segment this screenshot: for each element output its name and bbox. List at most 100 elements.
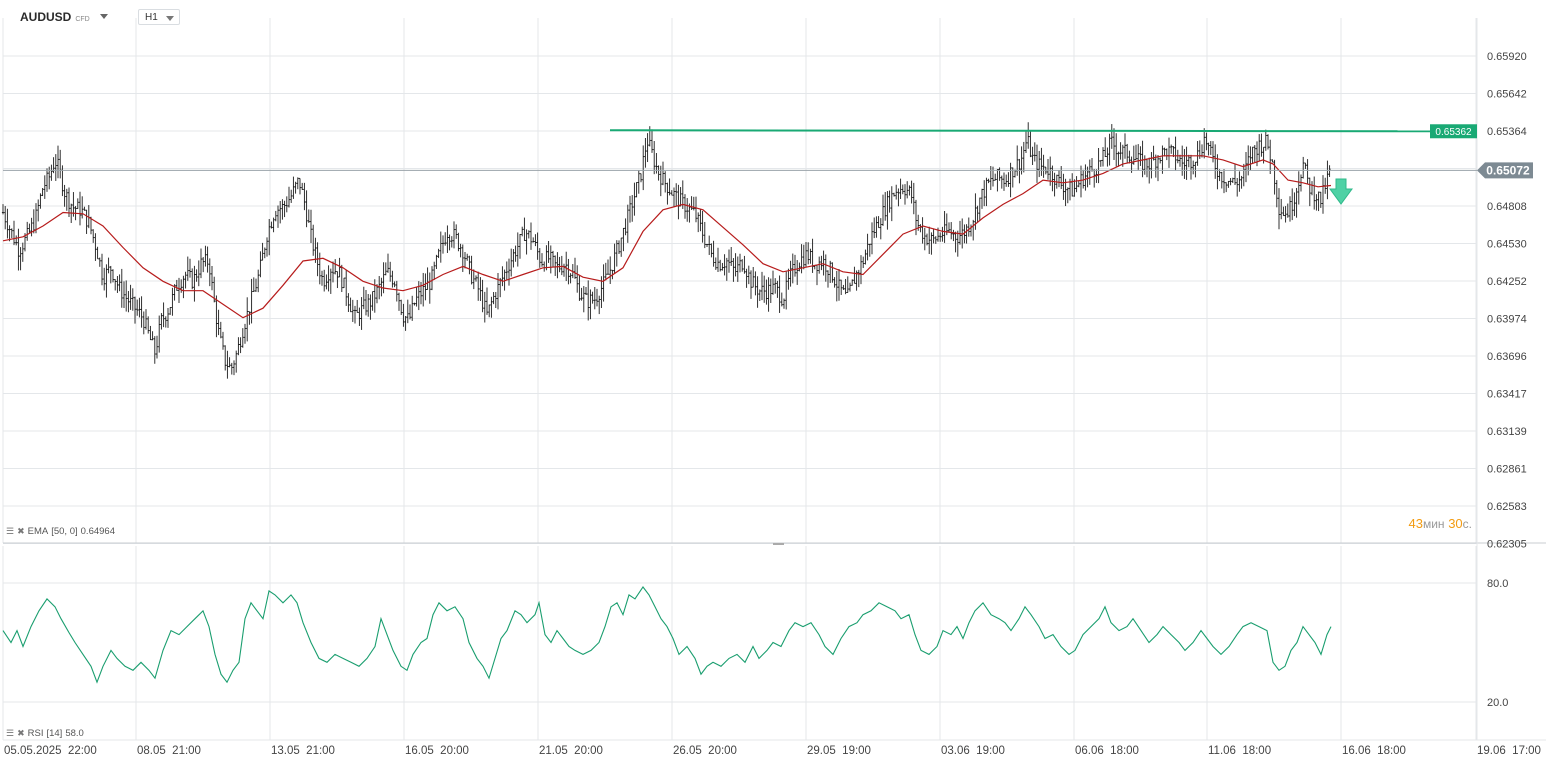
candle xyxy=(639,173,643,183)
candle xyxy=(771,270,775,295)
pane-divider-handle[interactable] xyxy=(773,543,784,545)
candle xyxy=(477,271,480,301)
ema-legend[interactable]: ☰ ✖ EMA [50, 0] 0.64964 xyxy=(6,526,115,537)
rsi-tick-label: 20.0 xyxy=(1487,697,1508,709)
candle xyxy=(303,182,306,211)
candle xyxy=(1288,196,1292,222)
candle xyxy=(177,277,181,303)
time-tick-label: 08.05 21:00 xyxy=(137,745,201,757)
candle xyxy=(232,360,236,376)
chart-toolbar: AUDUSD CFD H1 xyxy=(0,0,1546,36)
candle xyxy=(153,336,156,364)
symbol-selector[interactable]: AUDUSD CFD xyxy=(20,10,108,24)
candle xyxy=(1275,180,1278,208)
close-icon[interactable]: ✖ xyxy=(17,526,25,536)
candle xyxy=(758,289,761,301)
countdown-seconds: 30 xyxy=(1448,516,1463,531)
candle xyxy=(63,184,66,207)
candle xyxy=(1066,187,1069,204)
candle xyxy=(512,249,515,268)
candle xyxy=(1240,175,1243,189)
candle xyxy=(987,178,990,184)
candle xyxy=(980,188,984,209)
candle xyxy=(657,165,660,181)
timeframe-selector[interactable]: H1 xyxy=(138,9,180,25)
close-icon[interactable]: ✖ xyxy=(17,728,25,738)
candle xyxy=(1176,149,1179,164)
candle xyxy=(545,245,548,271)
candle xyxy=(1104,137,1107,157)
candle xyxy=(892,192,896,197)
candle xyxy=(65,188,68,211)
candle xyxy=(859,255,863,285)
menu-icon[interactable]: ☰ xyxy=(6,728,15,738)
price-axis[interactable]: 0.65920 0.65642 0.65364 0.64808 0.64530 0.642… xyxy=(1487,51,1527,709)
candle xyxy=(822,250,825,276)
candle xyxy=(767,277,770,312)
candle xyxy=(446,225,449,253)
candle xyxy=(461,244,464,272)
menu-icon[interactable]: ☰ xyxy=(6,526,15,536)
candle xyxy=(947,222,951,233)
candle xyxy=(873,217,876,239)
candle xyxy=(323,269,326,292)
candle xyxy=(943,210,946,243)
candle xyxy=(1293,192,1296,217)
candle xyxy=(1077,180,1080,188)
candle xyxy=(868,243,871,257)
candle xyxy=(1231,177,1234,183)
candle xyxy=(996,169,999,192)
candle xyxy=(532,237,535,243)
candle xyxy=(219,321,222,339)
candle xyxy=(514,245,517,262)
candle xyxy=(1119,142,1122,160)
candle xyxy=(254,278,258,292)
candle xyxy=(483,291,486,323)
candle xyxy=(208,258,211,287)
candle xyxy=(1112,128,1116,161)
candle xyxy=(342,277,346,289)
main-grid xyxy=(2,18,1546,741)
candle xyxy=(595,288,599,307)
candle xyxy=(527,230,530,239)
candle xyxy=(369,294,372,320)
candle xyxy=(188,258,192,278)
candle xyxy=(1079,165,1083,198)
candle xyxy=(1260,133,1263,157)
candle xyxy=(1242,163,1245,187)
candle xyxy=(1093,169,1096,188)
resistance-trendline[interactable] xyxy=(609,129,1431,133)
candle xyxy=(1269,139,1272,175)
candle xyxy=(230,362,233,375)
candle xyxy=(1247,145,1250,176)
candle xyxy=(624,218,627,236)
price-tick-label: 0.64252 xyxy=(1487,276,1527,288)
candle xyxy=(250,278,253,324)
candle xyxy=(719,259,722,272)
candle xyxy=(129,284,132,310)
candle xyxy=(160,313,163,330)
candle xyxy=(875,216,878,238)
candle xyxy=(789,260,792,287)
candle xyxy=(1134,144,1138,161)
candle xyxy=(1229,178,1232,186)
candle xyxy=(426,267,429,291)
resistance-price-label: 0.65362 xyxy=(1435,127,1472,138)
candle xyxy=(857,269,860,288)
candle xyxy=(481,279,484,313)
candle xyxy=(692,196,695,211)
time-axis[interactable]: 05.05.2025 22:00 08.05 21:00 13.05 21:00 16… xyxy=(4,745,1541,757)
candle xyxy=(727,249,731,273)
rsi-legend[interactable]: ☰ ✖ RSI [14] 58.0 xyxy=(6,728,84,739)
candle xyxy=(466,253,469,261)
candle xyxy=(1174,136,1177,171)
candle xyxy=(565,251,568,281)
candle xyxy=(367,293,370,317)
candle xyxy=(169,307,172,315)
resistance-line[interactable]: 0.65362 xyxy=(609,124,1477,139)
candle xyxy=(309,209,313,244)
candle xyxy=(670,190,673,196)
candle xyxy=(941,226,944,242)
